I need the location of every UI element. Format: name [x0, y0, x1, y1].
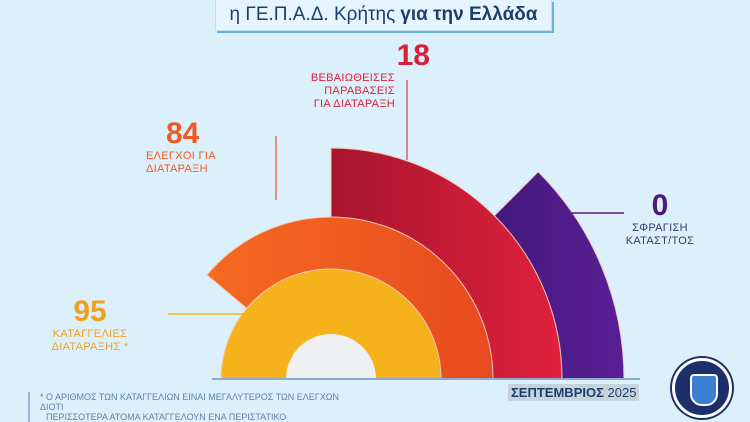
label-0: 0 ΣΦΡΑΓΙΣΗ ΚΑΤΑΣΤ/ΤΟΣ	[615, 190, 705, 248]
page-title: η ΓΕ.Π.Α.Δ. Κρήτης για την Ελλάδα	[215, 0, 552, 31]
date-label: ΣΕΠΤΕΜΒΡΙΟΣ 2025	[508, 384, 640, 401]
label-18-line3: ΓΙΑ ΔΙΑΤΑΡΑΞΗ	[313, 98, 395, 110]
value-95: 95	[73, 295, 107, 328]
label-84-line2: ΔΙΑΤΑΡΑΞΗ	[146, 163, 208, 175]
shield-icon	[690, 374, 718, 406]
label-18-line1: ΒΕΒΑΙΩΘΕΙΣΕΣ	[310, 72, 395, 84]
footnote: * Ο ΑΡΙΘΜΟΣ ΤΩΝ ΚΑΤΑΓΓΕΛΙΩΝ ΕΙΝΑΙ ΜΕΓΑΛΥ…	[28, 392, 340, 422]
label-84: 84 ΕΛΕΓΧΟΙ ΓΙΑ ΔΙΑΤΑΡΑΞΗ	[146, 118, 236, 176]
label-95-line2: ΔΙΑΤΑΡΑΞΗΣ *	[51, 341, 129, 353]
police-logo	[672, 358, 732, 418]
value-18: 18	[396, 39, 430, 72]
sector-95	[220, 268, 442, 380]
title-bold: για την Ελλάδα	[400, 4, 538, 25]
label-95-line1: ΚΑΤΑΓΓΕΛΙΕΣ	[52, 328, 128, 340]
label-0-line1: ΣΦΡΑΓΙΣΗ	[632, 222, 688, 234]
value-0: 0	[651, 189, 669, 222]
label-18: 18 ΒΕΒΑΙΩΘΕΙΣΕΣ ΠΑΡΑΒΑΣΕΙΣ ΓΙΑ ΔΙΑΤΑΡΑΞΗ	[300, 40, 430, 111]
footnote-line1: * Ο ΑΡΙΘΜΟΣ ΤΩΝ ΚΑΤΑΓΓΕΛΙΩΝ ΕΙΝΑΙ ΜΕΓΑΛΥ…	[40, 392, 339, 412]
value-84: 84	[166, 117, 200, 150]
label-18-line2: ΠΑΡΑΒΑΣΕΙΣ	[324, 85, 395, 97]
label-0-line2: ΚΑΤΑΣΤ/ΤΟΣ	[625, 235, 695, 247]
label-95: 95 ΚΑΤΑΓΓΕΛΙΕΣ ΔΙΑΤΑΡΑΞΗΣ *	[40, 296, 140, 354]
title-prefix: η ΓΕ.Π.Α.Δ. Κρήτης	[229, 4, 396, 25]
footnote-line2: ΠΕΡΙΣΣΟΤΕΡΑ ΑΤΟΜΑ ΚΑΤΑΓΓΕΛΟΥΝ ΕΝΑ ΠΕΡΙΣΤ…	[46, 412, 287, 422]
label-84-line1: ΕΛΕΓΧΟΙ ΓΙΑ	[146, 150, 216, 162]
year: 2025	[607, 385, 637, 400]
month: ΣΕΠΤΕΜΒΡΙΟΣ	[511, 385, 604, 400]
center-hole	[286, 334, 376, 379]
